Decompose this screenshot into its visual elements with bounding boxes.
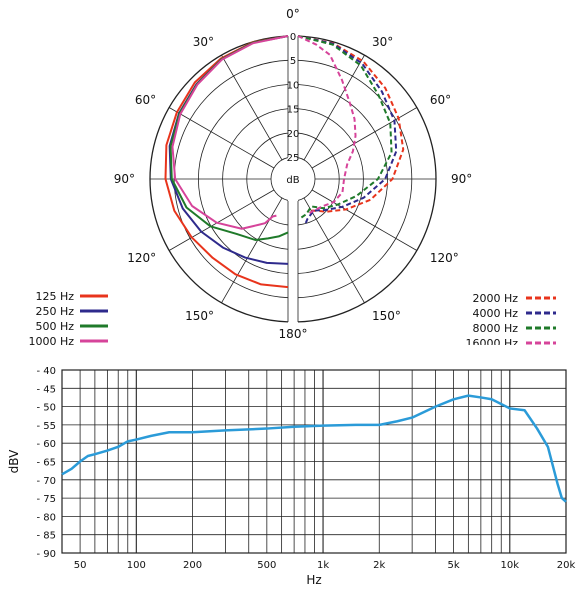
angle-label: 120°	[430, 251, 459, 265]
polar-series-curve	[297, 35, 398, 225]
polar-series-curve	[171, 35, 289, 230]
legend-label: 8000 Hz	[472, 322, 518, 335]
polar-spoke	[221, 54, 283, 161]
db-scale-label: 20	[287, 129, 300, 140]
angle-label: 0°	[286, 7, 300, 21]
polar-spoke	[303, 197, 365, 304]
polar-spoke	[311, 189, 418, 251]
polar-series-curve	[297, 35, 357, 215]
x-tick-label: 20k	[557, 560, 576, 571]
polar-spoke	[168, 107, 275, 169]
y-tick-label: - 80	[36, 512, 56, 523]
polar-series-curve	[297, 35, 405, 213]
db-scale-label: 5	[290, 56, 296, 67]
y-tick-label: - 45	[36, 384, 56, 395]
legend-label: 2000 Hz	[472, 292, 518, 305]
x-tick-label: 1k	[317, 560, 329, 571]
legend-label: 250 Hz	[35, 305, 74, 318]
x-tick-label: 200	[183, 560, 202, 571]
y-tick-label: - 50	[36, 403, 56, 414]
polar-series-curve	[297, 35, 393, 219]
y-tick-label: - 75	[36, 494, 56, 505]
angle-label: 120°	[127, 251, 156, 265]
db-scale-label: 10	[287, 80, 300, 91]
db-scale-label: 15	[287, 105, 300, 116]
db-center-label: dB	[286, 175, 299, 186]
frequency-response-chart: - 40 - 45 - 50 - 55 - 60 - 65 - 70 - 75 - 80 - 85…	[7, 366, 576, 587]
polar-ring-right	[297, 157, 316, 201]
y-axis-label: dBV	[7, 449, 21, 473]
polar-ring-left	[270, 157, 289, 201]
x-tick-label: 10k	[501, 560, 520, 571]
legend-label: 4000 Hz	[472, 307, 518, 320]
x-tick-label: 500	[257, 560, 276, 571]
angle-label: 30°	[193, 35, 214, 49]
polar-spoke	[221, 197, 283, 304]
y-tick-label: - 90	[36, 549, 56, 560]
legend-label: 500 Hz	[35, 320, 74, 333]
angle-label: 150°	[372, 309, 401, 323]
x-tick-label: 5k	[447, 560, 459, 571]
x-tick-label: 100	[127, 560, 146, 571]
angle-label: 90°	[114, 172, 135, 186]
legend-label: 16000 Hz	[465, 337, 518, 345]
angle-label: 60°	[430, 93, 451, 107]
angle-label: 180°	[279, 327, 308, 341]
polar-spoke	[303, 54, 365, 161]
frequency-response-line	[61, 394, 567, 503]
legend-label: 125 Hz	[35, 290, 74, 303]
angle-label: 150°	[185, 309, 214, 323]
angle-label: 90°	[451, 172, 472, 186]
polar-spoke	[168, 189, 275, 251]
legend-label: 1000 Hz	[28, 335, 74, 345]
angle-label: 30°	[372, 35, 393, 49]
y-tick-label: - 85	[36, 531, 56, 542]
y-tick-label: - 70	[36, 476, 56, 487]
db-scale-label: 25	[287, 153, 300, 164]
x-tick-label: 50	[74, 560, 87, 571]
x-axis-label: Hz	[306, 573, 321, 587]
db-scale-label: 0	[290, 32, 296, 43]
polar-diagram: 0 5 10 15 20 25 dB 0° 30° 60° 90° 120° 150° 180° 30° 60…	[28, 7, 556, 345]
polar-split	[289, 36, 297, 322]
angle-label: 60°	[135, 93, 156, 107]
y-tick-label: - 40	[36, 366, 56, 377]
y-tick-label: - 60	[36, 439, 56, 450]
x-tick-label: 2k	[373, 560, 385, 571]
y-tick-label: - 65	[36, 458, 56, 469]
y-tick-label: - 55	[36, 421, 56, 432]
